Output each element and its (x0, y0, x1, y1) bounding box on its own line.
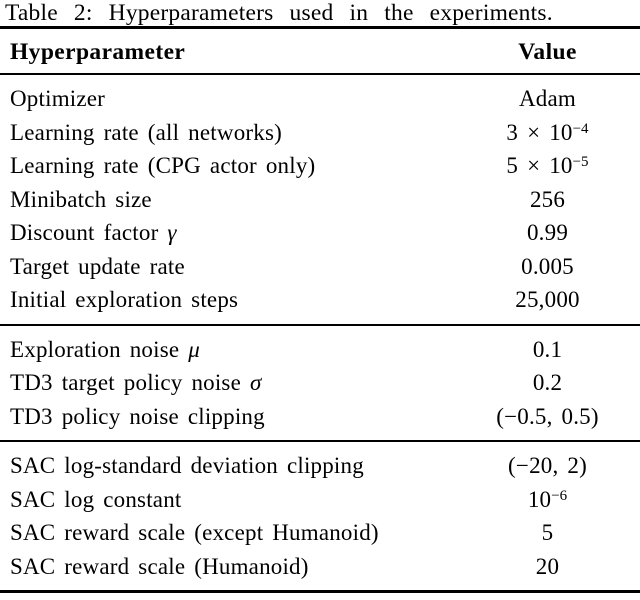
param-cell: SAC log constant (10, 486, 182, 512)
table-row: Minibatch size 256 (0, 183, 640, 217)
value-cell: 5 × 10−5 (506, 153, 589, 178)
table-row: TD3 policy noise clipping (−0.5, 0.5) (0, 400, 640, 442)
table-row: Discount factor γ 0.99 (0, 216, 640, 250)
value-cell: 256 (529, 186, 566, 212)
value-cell: 5 (541, 520, 554, 545)
header-hyperparameter: Hyperparameter (10, 39, 186, 65)
greek-symbol: σ (249, 370, 262, 395)
param-cell: SAC log-standard deviation clipping (10, 453, 364, 478)
hyperparameters-table: Hyperparameter Value Optimizer Adam Learni… (0, 26, 640, 593)
param-cell: Learning rate (all networks) (10, 119, 282, 145)
table-row: Optimizer Adam (0, 74, 640, 116)
table-row: Initial exploration steps 25,000 (0, 283, 640, 325)
table-row: SAC log-standard deviation clipping (−20,… (0, 441, 640, 483)
table-row: TD3 target policy noise σ 0.2 (0, 366, 640, 400)
value-cell: 20 (535, 553, 560, 579)
value-cell: 25,000 (515, 287, 580, 312)
table-caption: Table 2: Hyperparameters used in the exp… (5, 0, 553, 26)
table-row: Exploration noise μ 0.1 (0, 325, 640, 367)
greek-symbol: μ (188, 336, 200, 362)
param-cell: Initial exploration steps (10, 287, 239, 312)
value-cell: 0.99 (526, 220, 569, 245)
value-cell: 10−6 (527, 486, 568, 512)
table-row: SAC reward scale (Humanoid) 20 (0, 550, 640, 592)
table-row: Learning rate (all networks) 3 × 10−4 (0, 116, 640, 150)
value-cell: 0.1 (532, 336, 563, 362)
superscript-exponent: −6 (551, 487, 568, 504)
header-row: Hyperparameter Value (0, 28, 640, 74)
table-row: Learning rate (CPG actor only) 5 × 10−5 (0, 149, 640, 183)
param-cell: TD3 policy noise clipping (10, 403, 265, 429)
value-cell: 0.005 (521, 253, 574, 279)
superscript-exponent: −4 (572, 120, 589, 137)
table-section-1: Optimizer Adam Learning rate (all networks… (0, 74, 640, 325)
value-cell: 0.2 (532, 370, 563, 395)
param-cell: Minibatch size (10, 186, 152, 212)
value-cell: (−20, 2) (508, 453, 587, 478)
greek-symbol: γ (167, 220, 177, 245)
param-cell: Discount factor γ (10, 220, 177, 245)
value-cell: (−0.5, 0.5) (496, 403, 599, 429)
param-cell: Learning rate (CPG actor only) (10, 153, 316, 178)
value-cell: 3 × 10−4 (506, 119, 589, 145)
param-cell: TD3 target policy noise σ (10, 370, 262, 395)
table-section-2: Exploration noise μ 0.1 TD3 target policy … (0, 324, 640, 442)
param-cell: SAC reward scale (except Humanoid) (10, 520, 379, 545)
param-cell: Optimizer (10, 86, 106, 111)
header-value: Value (518, 39, 577, 65)
param-cell: Target update rate (10, 253, 185, 279)
table-row: SAC log constant 10−6 (0, 483, 640, 517)
superscript-exponent: −5 (572, 154, 589, 170)
value-cell: Adam (518, 86, 576, 111)
table-section-3: SAC log-standard deviation clipping (−20,… (0, 441, 640, 592)
table-row: Target update rate 0.005 (0, 250, 640, 284)
table-row: SAC reward scale (except Humanoid) 5 (0, 516, 640, 550)
param-cell: Exploration noise μ (10, 336, 200, 362)
table-header: Hyperparameter Value (0, 28, 640, 74)
param-cell: SAC reward scale (Humanoid) (10, 553, 309, 579)
